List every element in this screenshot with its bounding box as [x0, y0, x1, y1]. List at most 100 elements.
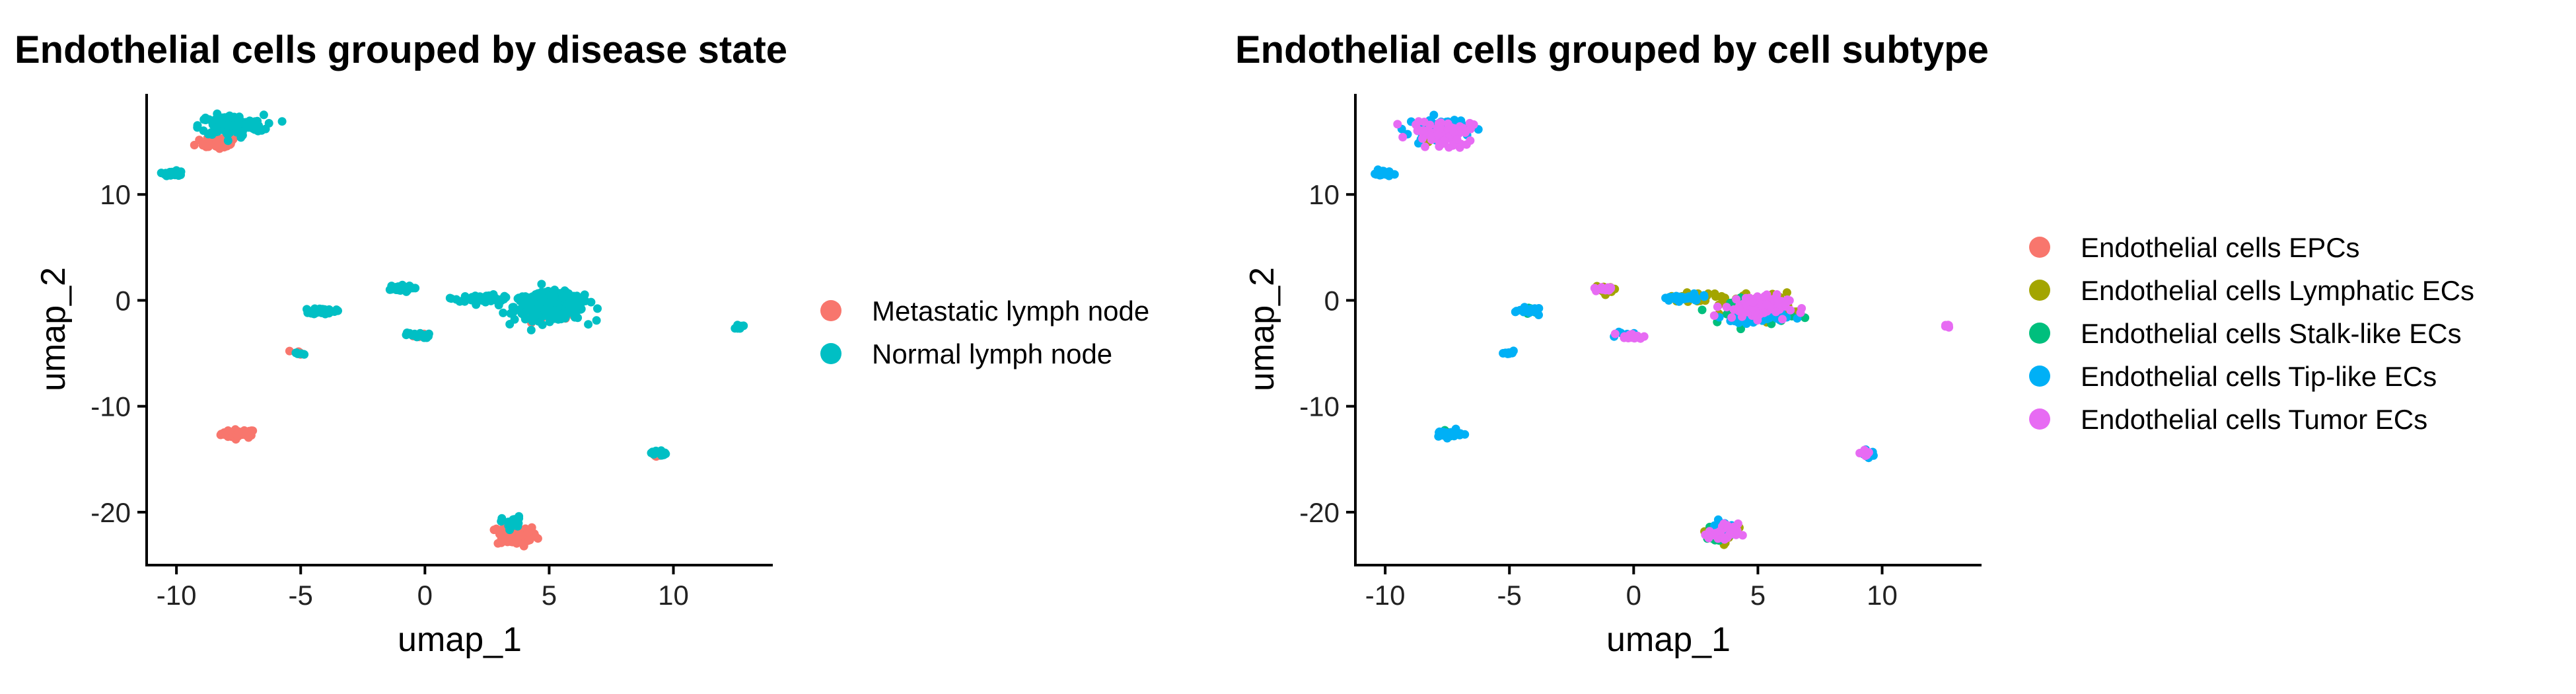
- data-point: [411, 284, 420, 293]
- x-tick-label: 10: [1867, 580, 1898, 611]
- data-point: [505, 320, 515, 328]
- data-point: [1427, 135, 1436, 144]
- data-point: [571, 307, 581, 317]
- data-point: [411, 331, 420, 340]
- data-point: [526, 325, 536, 334]
- legend-key: [2029, 323, 2050, 344]
- data-point: [1507, 348, 1517, 357]
- data-point: [162, 171, 171, 180]
- legend-label: Normal lymph node: [872, 338, 1112, 369]
- y-tick-label: -20: [1299, 497, 1340, 528]
- data-point: [550, 286, 559, 295]
- data-point: [1600, 285, 1610, 294]
- data-point: [1421, 142, 1429, 151]
- data-point: [1713, 302, 1722, 311]
- data-point: [657, 451, 666, 460]
- x-axis-title: umap_1: [1606, 621, 1731, 659]
- data-point: [534, 301, 544, 310]
- legend-item: Endothelial cells Lymphatic ECs: [2029, 275, 2474, 306]
- data-point: [1398, 133, 1408, 141]
- y-tick-label: 0: [116, 285, 131, 316]
- data-point: [277, 117, 287, 126]
- data-point: [195, 135, 204, 145]
- panel-disease-state: Endothelial cells grouped by disease sta…: [15, 28, 1149, 659]
- legend-item: Metastatic lymph node: [820, 295, 1149, 327]
- data-point: [1699, 292, 1709, 301]
- data-point: [538, 320, 547, 329]
- x-tick-label: -10: [157, 580, 197, 611]
- legend: Endothelial cells EPCs Endothelial cells …: [2029, 232, 2474, 435]
- legend-item: Endothelial cells EPCs: [2029, 232, 2360, 263]
- legend-key: [2029, 280, 2050, 301]
- data-point: [1709, 311, 1719, 320]
- data-point: [225, 111, 234, 120]
- data-point: [219, 430, 229, 439]
- data-point: [499, 529, 508, 539]
- data-point: [387, 282, 396, 291]
- data-point: [223, 121, 232, 130]
- data-point: [497, 514, 507, 523]
- data-point: [1731, 530, 1740, 539]
- y-tick-label: -10: [90, 391, 131, 422]
- data-point: [1435, 139, 1445, 149]
- data-point: [506, 309, 515, 318]
- legend-label: Endothelial cells Tip-like ECs: [2081, 361, 2437, 392]
- data-point: [1864, 448, 1873, 457]
- data-point: [1441, 429, 1450, 438]
- data-point: [1698, 305, 1707, 315]
- data-point: [515, 531, 524, 541]
- data-point: [497, 538, 506, 547]
- data-point: [1715, 527, 1724, 536]
- data-point: [1760, 291, 1770, 301]
- x-tick-label: -5: [1497, 580, 1522, 611]
- data-point: [545, 300, 554, 309]
- data-point: [1778, 315, 1787, 324]
- data-point: [401, 284, 410, 292]
- data-point: [561, 309, 570, 319]
- data-point: [489, 292, 499, 301]
- x-tick-label: -5: [289, 580, 313, 611]
- data-point: [1771, 307, 1781, 317]
- chart-title: Endothelial cells grouped by disease sta…: [15, 28, 787, 71]
- data-point: [1501, 348, 1510, 358]
- legend-key: [2029, 237, 2050, 258]
- data-point: [1452, 135, 1462, 144]
- data-point: [1723, 521, 1732, 530]
- x-axis-ticks: -10 -5 0 5 10: [157, 565, 689, 611]
- data-point: [1718, 295, 1727, 304]
- data-point: [1742, 319, 1751, 328]
- data-point: [470, 292, 480, 301]
- data-point: [1691, 293, 1700, 302]
- y-axis-title: umap_2: [34, 267, 73, 391]
- data-point: [1681, 293, 1690, 303]
- data-point: [592, 316, 601, 325]
- data-point: [497, 295, 506, 304]
- legend-item: Endothelial cells Tumor ECs: [2029, 404, 2427, 435]
- data-point: [394, 284, 404, 293]
- data-point: [1436, 118, 1445, 127]
- data-point: [1661, 293, 1670, 303]
- y-axis-ticks: -20 -10 0 10: [1299, 179, 1355, 528]
- data-point: [584, 320, 593, 329]
- data-point: [1393, 120, 1402, 129]
- data-point: [564, 289, 573, 298]
- x-tick-label: 5: [542, 580, 557, 611]
- data-point: [1629, 332, 1639, 341]
- data-point: [587, 297, 596, 307]
- x-tick-label: 10: [658, 580, 689, 611]
- data-point: [1945, 323, 1954, 332]
- data-point: [250, 117, 260, 126]
- legend-label: Metastatic lymph node: [872, 295, 1149, 327]
- data-point: [1722, 303, 1731, 312]
- data-point: [544, 312, 553, 321]
- data-point: [515, 296, 524, 305]
- data-point: [565, 301, 574, 310]
- data-point: [537, 280, 546, 289]
- legend-label: Endothelial cells EPCs: [2081, 232, 2360, 263]
- data-point: [499, 308, 508, 317]
- data-point: [1710, 289, 1719, 298]
- data-point: [234, 427, 243, 436]
- data-point: [259, 110, 268, 120]
- y-tick-label: -10: [1299, 391, 1340, 422]
- data-point: [223, 136, 233, 145]
